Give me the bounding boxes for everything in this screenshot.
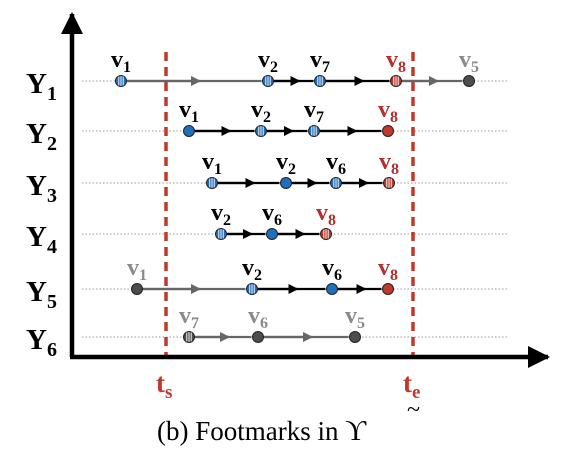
node-label: v1 [111,47,131,76]
node-label: v1 [179,97,199,126]
row-label: Y5 [26,276,57,313]
threshold-lines [164,52,415,357]
row-guides [82,80,508,338]
footmark-node [349,331,361,343]
node-label: v2 [251,97,271,126]
row-label: Y2 [26,118,57,155]
node-label: v1 [202,149,222,178]
node-label: v7 [310,47,330,76]
node-label: v2 [211,200,231,229]
node-label: v8 [378,97,398,126]
footmark-node [183,125,195,137]
node-label: v5 [459,47,479,76]
node-label: v6 [262,200,282,229]
caption-prefix: (b) Footmarks in [157,416,345,446]
node-label: v6 [326,149,346,178]
threshold-label: te [403,368,420,403]
node-label: v7 [304,97,324,126]
footmark-node [131,283,143,295]
footmark-node [382,125,394,137]
footmark-nodes [115,75,475,343]
row-label: Y3 [26,170,57,207]
threshold-label: ts [156,368,172,403]
node-label: v7 [179,303,199,332]
threshold-labels: ts te [156,368,420,403]
node-label: v5 [345,303,365,332]
footmark-node [463,75,475,87]
node-label: v2 [242,255,262,284]
caption-accent: ~ [407,397,420,423]
footmark-node [266,228,278,240]
footmark-node [326,283,338,295]
node-label: v8 [386,47,406,76]
caption-symbol: ϒ [345,415,367,447]
node-label: v8 [379,149,399,178]
node-label: v6 [248,303,268,332]
node-label: v2 [258,47,278,76]
node-label: v8 [378,255,398,284]
footmark-edges [126,76,463,342]
node-label: v8 [316,200,336,229]
row-label: Y1 [26,68,57,105]
row-labels: Y1 Y2 Y3 Y4 Y5 Y6 [26,68,57,361]
footmark-node [382,283,394,295]
node-label: v1 [127,255,147,284]
caption: (b) Footmarks in ϒ [157,415,367,447]
node-label: v6 [322,255,342,284]
row-label: Y6 [26,324,57,361]
node-label: v2 [276,149,296,178]
footmark-node [280,177,292,189]
footmark-node [252,331,264,343]
row-label: Y4 [26,221,57,258]
